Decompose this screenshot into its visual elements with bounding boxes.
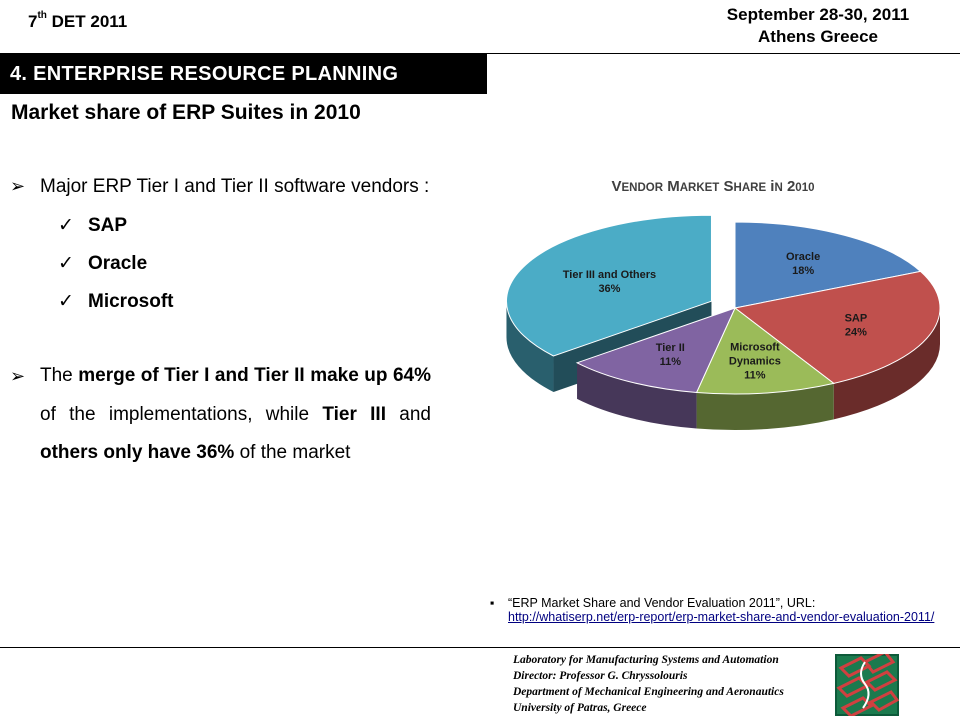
pie-wall-3 — [577, 362, 697, 429]
slide-subtitle: Market share of ERP Suites in 2010 — [11, 101, 361, 124]
square-bullet-icon: ▪ — [490, 596, 495, 610]
lab-university: University of Patras, Greece — [513, 702, 647, 714]
lab-department: Department of Mechanical Engineering and… — [513, 686, 784, 698]
bullet-merge: ➢ The merge of Tier I and Tier II make u… — [10, 357, 431, 473]
vendor-name: Microsoft — [88, 291, 174, 312]
pie-wall-4 — [506, 301, 554, 393]
event-date: September 28-30, 2011 — [726, 5, 910, 24]
event-number: 7 — [28, 12, 38, 31]
lab-info: Laboratory for Manufacturing Systems and… — [513, 652, 784, 716]
merge-text-2: merge of Tier I and Tier II make up 64% — [78, 365, 431, 386]
header-divider — [0, 53, 960, 54]
pie-label-4: Tier III and Others 36% — [563, 269, 656, 295]
lab-logo-icon — [835, 654, 899, 716]
vendor-item: ✓ Microsoft — [10, 283, 431, 321]
pie-wall-1 — [833, 308, 940, 420]
pie-label-1: SAP 24% — [845, 312, 868, 338]
pie-chart: VENDOR MARKET SHARE iN 2010 Oracle 18% SAP… — [505, 178, 941, 430]
vendor-list: ✓ SAP ✓ Oracle ✓ Microsoft — [10, 207, 431, 321]
pie-slice-tier-iii-and-others — [505, 214, 712, 357]
market-share-chart: VENDOR MARKET SHARE iN 2010 Oracle 18% SAP… — [493, 168, 948, 468]
checkmark-icon: ✓ — [58, 253, 74, 274]
reference-note: ▪ “ERP Market Share and Vendor Evaluatio… — [490, 596, 935, 624]
merge-text-3: of the implementations, while — [40, 403, 323, 425]
merge-text-7: of the market — [234, 442, 351, 463]
vendor-name: SAP — [88, 215, 128, 236]
merge-text-6: others only have 36% — [40, 442, 235, 463]
merge-text-1: The — [40, 365, 79, 386]
arrow-bullet-icon: ➢ — [10, 176, 26, 196]
lab-name: Laboratory for Manufacturing Systems and… — [513, 654, 779, 666]
event-info: September 28-30, 2011 Athens Greece — [688, 4, 948, 48]
footer-divider — [0, 647, 960, 648]
reference-link[interactable]: http://whatiserp.net/erp-report/erp-mark… — [508, 610, 935, 624]
bullet-vendors: ➢ Major ERP Tier I and Tier II software … — [10, 168, 431, 205]
pie-slice-tier-ii — [575, 307, 736, 394]
merge-text-4: Tier III — [322, 403, 386, 425]
bullet-list: ➢ Major ERP Tier I and Tier II software … — [10, 168, 431, 473]
event-ordinal: th — [37, 10, 47, 21]
pie-wall-2 — [696, 383, 834, 430]
pie-label-3: Tier II 11% — [656, 342, 685, 368]
arrow-bullet-icon: ➢ — [10, 366, 26, 386]
event-name: 7th DET 2011 — [28, 10, 128, 32]
pie-label-2: Microsoft Dynamics 11% — [729, 342, 781, 382]
reference-text: “ERP Market Share and Vendor Evaluation … — [508, 596, 816, 610]
chart-title: VENDOR MARKET SHARE iN 2010 — [612, 178, 815, 195]
section-title: 4. ENTERPRISE RESOURCE PLANNING — [0, 54, 487, 94]
pie-slice-microsoft-dynamics — [695, 307, 835, 395]
checkmark-icon: ✓ — [58, 291, 74, 312]
event-location: Athens Greece — [758, 27, 878, 46]
merge-text-5: and — [386, 403, 431, 425]
pie-slice-sap — [733, 270, 941, 384]
lab-director: Director: Professor G. Chryssolouris — [513, 670, 688, 682]
vendor-item: ✓ Oracle — [10, 245, 431, 283]
vendor-item: ✓ SAP — [10, 207, 431, 245]
event-title: DET 2011 — [46, 12, 128, 31]
pie-slice-oracle — [734, 221, 922, 309]
vendor-name: Oracle — [88, 253, 148, 274]
bullet-vendors-text: Major ERP Tier I and Tier II software ve… — [40, 176, 430, 197]
checkmark-icon: ✓ — [58, 215, 74, 236]
pie-label-0: Oracle 18% — [786, 251, 820, 277]
